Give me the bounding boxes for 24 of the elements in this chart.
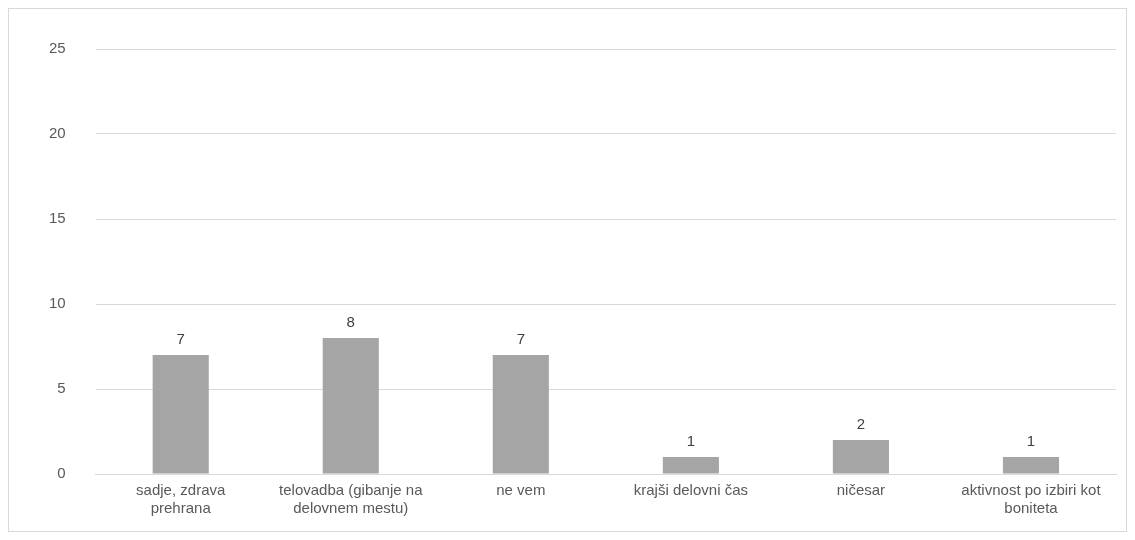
y-tick-label: 20 [49,124,66,142]
x-tick-label: aktivnost po izbiri kot boniteta [961,481,1102,517]
bar [832,440,889,474]
bar [662,457,719,474]
x-tick-label: krajši delovni čas [633,481,748,499]
bar [152,355,209,474]
data-label: 7 [176,329,185,347]
y-tick-label: 5 [57,379,66,397]
y-tick-label: 15 [49,209,66,227]
x-tick-label: ničesar [836,481,886,499]
x-tick-label: sadje, zdrava prehrana [136,481,226,517]
x-tick-label: telovadba (gibanje na delovnem mestu) [279,481,424,517]
y-tick-label: 0 [57,464,66,482]
y-tick-label: 25 [49,39,66,57]
bar [1002,457,1060,474]
y-tick-label: 10 [49,294,66,312]
x-tick-label: ne vem [496,481,546,499]
data-label: 1 [686,431,696,449]
data-label: 8 [346,312,355,330]
bar [322,338,379,474]
data-label: 7 [516,329,525,347]
bar [492,355,549,474]
data-label: 2 [856,414,866,432]
data-label: 1 [1026,431,1036,449]
